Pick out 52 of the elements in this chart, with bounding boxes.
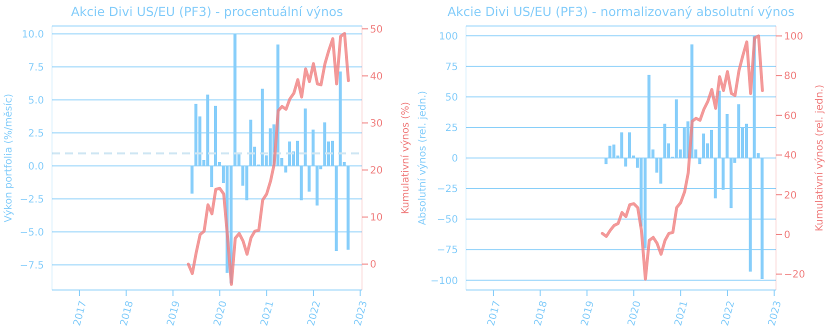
y-tick-label: 10.0 bbox=[22, 29, 44, 40]
y-axis-title: Absolutní výnos (rel. jedn.) bbox=[418, 90, 429, 226]
y-tick-label: −2.5 bbox=[20, 194, 44, 206]
chart-title: Akcie Divi US/EU (PF3) - procentuální výnos bbox=[70, 4, 344, 19]
y-tick-label: −7.5 bbox=[20, 260, 44, 272]
y2-tick-label: 20 bbox=[784, 190, 797, 202]
y-tick-label: 0.0 bbox=[28, 161, 44, 172]
y-tick-label: −100 bbox=[430, 276, 458, 287]
x-tick-label: 2021 bbox=[673, 300, 690, 328]
x-tick-label: 2020 bbox=[626, 300, 644, 328]
y-tick-label: 7.5 bbox=[28, 62, 44, 74]
y2-tick-label: 60 bbox=[784, 110, 797, 122]
y2-tick-label: 30 bbox=[370, 118, 383, 130]
y2-tick-label: 100 bbox=[784, 31, 804, 42]
x-tick-label: 2017 bbox=[486, 300, 504, 328]
y2-tick-label: 20 bbox=[370, 166, 383, 177]
y-tick-label: −75 bbox=[436, 245, 458, 256]
x-tick-label: 2017 bbox=[72, 300, 90, 328]
x-tick-label: 2023 bbox=[352, 300, 370, 328]
y-axis-title: Výkon portfolia (%/měsíc) bbox=[4, 94, 15, 222]
y-tick-label: 75 bbox=[445, 62, 458, 73]
y-tick-label: −5.0 bbox=[20, 227, 44, 238]
x-tick-label: 2018 bbox=[118, 300, 136, 328]
line-series bbox=[600, 34, 764, 281]
y-tick-label: −50 bbox=[436, 214, 458, 226]
y2-tick-label: 40 bbox=[370, 71, 383, 82]
y2-axis-title: Kumulativní výnos (rel. jedn.) bbox=[814, 84, 826, 232]
y2-tick-label: −20 bbox=[784, 270, 806, 281]
x-tick-label: 2023 bbox=[766, 300, 784, 328]
y2-tick-label: 80 bbox=[784, 71, 797, 82]
y2-tick-label: 50 bbox=[370, 24, 383, 36]
y-tick-label: 50 bbox=[445, 92, 458, 104]
y-tick-label: 0 bbox=[452, 154, 458, 165]
y2-axis-title: Kumulativní výnos (%) bbox=[400, 102, 412, 214]
x-tick-label: 2019 bbox=[166, 300, 183, 328]
x-tick-label: 2022 bbox=[720, 300, 738, 328]
y-tick-label: 2.5 bbox=[28, 128, 44, 140]
x-tick-label: 2020 bbox=[212, 300, 230, 328]
y2-tick-label: 40 bbox=[784, 150, 797, 162]
y-tick-label: 5.0 bbox=[28, 95, 44, 106]
y-tick-label: 100 bbox=[438, 31, 458, 42]
x-tick-label: 2018 bbox=[532, 300, 550, 328]
y-tick-label: −25 bbox=[436, 184, 458, 196]
x-tick-label: 2021 bbox=[259, 300, 276, 328]
x-tick-label: 2022 bbox=[306, 300, 324, 328]
x-tick-label: 2019 bbox=[580, 300, 597, 328]
y2-tick-label: 0 bbox=[370, 260, 376, 271]
y-tick-label: 25 bbox=[445, 122, 458, 134]
y2-tick-label: 0 bbox=[784, 230, 790, 241]
line-series bbox=[186, 32, 350, 286]
chart-title: Akcie Divi US/EU (PF3) - normalizovaný absolutní výnos bbox=[446, 4, 796, 19]
y2-tick-label: 10 bbox=[370, 212, 383, 224]
